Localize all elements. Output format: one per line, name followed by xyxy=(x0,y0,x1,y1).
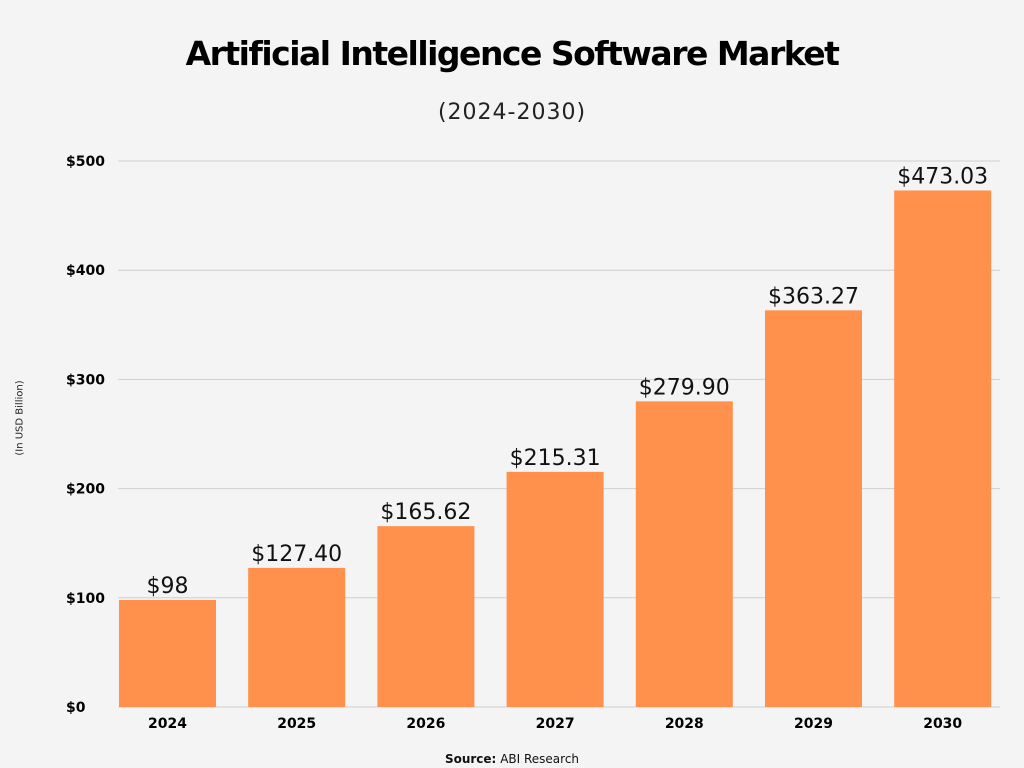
source-text: ABI Research xyxy=(500,752,580,766)
data-label: $363.27 xyxy=(768,284,859,309)
data-label: $473.03 xyxy=(897,164,988,189)
source-label: Source: xyxy=(444,752,497,766)
y-tick-label: $400 xyxy=(66,263,105,279)
x-tick-label: 2030 xyxy=(923,716,962,732)
bar-2027 xyxy=(506,471,604,707)
data-label: $98 xyxy=(147,574,189,599)
x-tick-label: 2028 xyxy=(665,716,704,732)
x-tick-label: 2024 xyxy=(148,716,187,732)
x-tick-label: 2025 xyxy=(277,716,316,732)
x-tick-label: 2026 xyxy=(406,716,445,732)
bar-2029 xyxy=(765,310,862,707)
y-tick-label: $0 xyxy=(66,700,86,716)
y-tick-label: $200 xyxy=(66,482,105,498)
y-tick-label: $500 xyxy=(66,154,105,170)
bar-2024 xyxy=(119,599,216,707)
data-label: $165.62 xyxy=(380,500,471,525)
bar-2030 xyxy=(894,190,992,707)
chart-subtitle: (2024-2030) xyxy=(437,100,587,125)
bar-2026 xyxy=(377,526,475,707)
source-note: Source: ABI Research xyxy=(0,752,1024,766)
data-label: $279.90 xyxy=(639,375,730,400)
bar-2025 xyxy=(248,567,346,707)
x-tick-label: 2027 xyxy=(536,716,575,732)
data-label: $127.40 xyxy=(251,542,342,567)
y-tick-label: $300 xyxy=(66,372,105,388)
x-tick-label: 2029 xyxy=(794,716,833,732)
bar-2028 xyxy=(635,401,733,707)
chart-title: Artificial Intelligence Software Market xyxy=(185,34,840,73)
data-label: $215.31 xyxy=(510,446,601,471)
y-tick-label: $100 xyxy=(66,591,105,607)
